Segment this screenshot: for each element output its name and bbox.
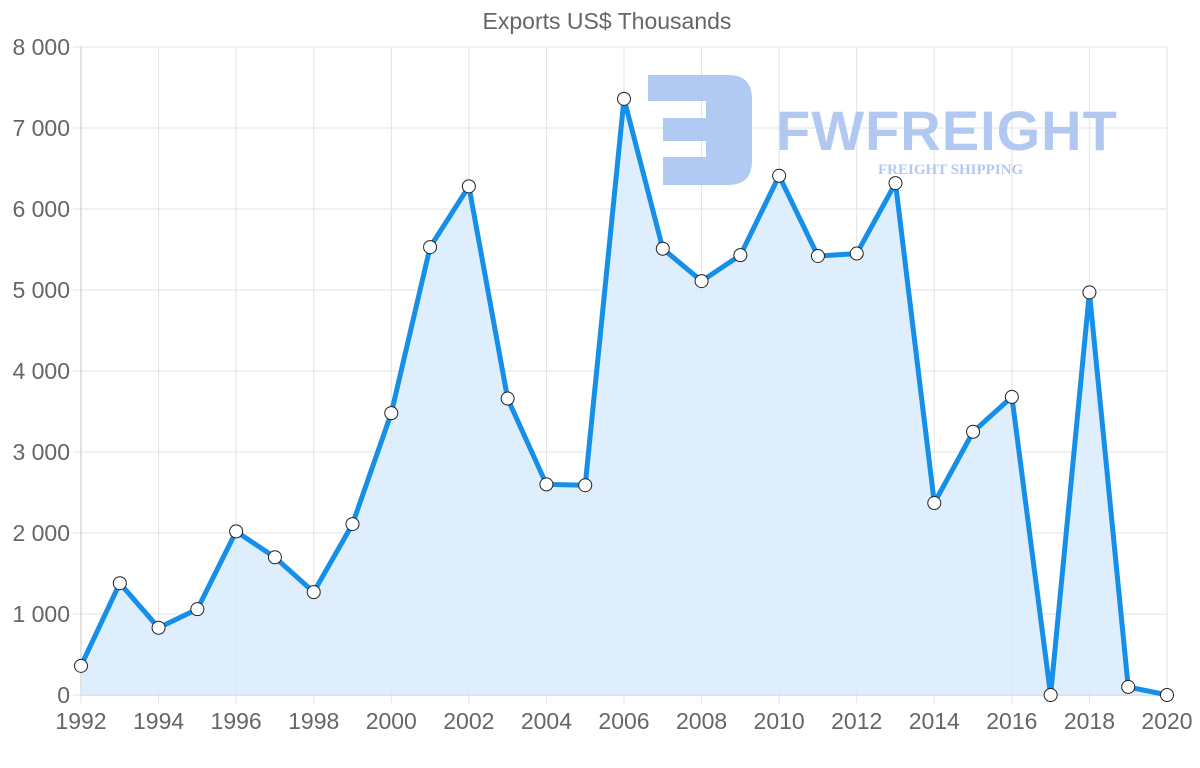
x-tick-label: 2006 <box>598 708 649 734</box>
data-point-2010[interactable] <box>772 168 787 183</box>
data-point-2016[interactable] <box>1004 389 1019 404</box>
area-fill <box>81 98 1167 696</box>
data-point-2017[interactable] <box>1043 688 1058 702</box>
data-point-2006[interactable] <box>617 91 631 106</box>
data-point-1999[interactable] <box>345 517 360 532</box>
y-axis: 0 1 000 2 000 3 000 4 000 5 000 6 000 7 000 8 00… <box>12 34 70 708</box>
data-point-2015[interactable] <box>966 424 981 439</box>
x-axis: 1992 1994 1996 1998 2000 2002 2004 2006 2008 2010… <box>55 708 1192 734</box>
data-point-1995[interactable] <box>190 602 205 617</box>
y-tick-label: 1 000 <box>12 601 70 627</box>
data-point-2007[interactable] <box>655 241 670 256</box>
data-point-2014[interactable] <box>927 496 942 511</box>
data-point-2018[interactable] <box>1082 285 1097 300</box>
data-point-2002[interactable] <box>461 179 476 194</box>
x-tick-label: 2008 <box>676 708 727 734</box>
y-tick-label: 8 000 <box>12 34 70 60</box>
x-tick-label: 2018 <box>1064 708 1115 734</box>
data-point-2001[interactable] <box>423 240 438 255</box>
data-point-2000[interactable] <box>384 406 399 421</box>
data-point-2012[interactable] <box>849 246 864 261</box>
x-tick-label: 2004 <box>521 708 572 734</box>
watermark-tagline: FREIGHT SHIPPING <box>878 162 1023 178</box>
x-tick-label: 2012 <box>831 708 882 734</box>
watermark-logo: FWFREIGHT FREIGHT SHIPPING <box>648 75 1118 185</box>
x-tick-label: 1996 <box>211 708 262 734</box>
y-tick-label: 6 000 <box>12 196 70 222</box>
data-point-2019[interactable] <box>1121 679 1136 694</box>
x-tick-label: 1998 <box>288 708 339 734</box>
data-point-1994[interactable] <box>151 620 166 635</box>
y-tick-label: 2 000 <box>12 520 70 546</box>
x-tick-label: 2016 <box>986 708 1037 734</box>
data-point-2020[interactable] <box>1160 688 1174 702</box>
data-point-1996[interactable] <box>229 524 244 539</box>
data-point-2004[interactable] <box>539 477 554 492</box>
data-point-1992[interactable] <box>74 658 88 673</box>
data-point-2009[interactable] <box>733 248 748 263</box>
x-tick-label: 2000 <box>366 708 417 734</box>
data-point-1998[interactable] <box>306 585 321 600</box>
data-point-2008[interactable] <box>694 274 709 289</box>
y-tick-label: 7 000 <box>12 115 70 141</box>
data-point-2005[interactable] <box>578 478 593 493</box>
logo-mark-icon <box>648 75 752 185</box>
x-tick-label: 2014 <box>909 708 960 734</box>
data-point-2013[interactable] <box>888 176 903 191</box>
data-point-2011[interactable] <box>810 248 825 263</box>
watermark-brand: FWFREIGHT <box>776 99 1118 162</box>
y-tick-label: 5 000 <box>12 277 70 303</box>
x-tick-label: 2002 <box>443 708 494 734</box>
y-tick-label: 3 000 <box>12 439 70 465</box>
x-tick-label: 1994 <box>133 708 184 734</box>
y-tick-label: 0 <box>57 682 70 708</box>
chart-title: Exports US$ Thousands <box>482 8 732 34</box>
data-point-1993[interactable] <box>112 576 127 591</box>
x-tick-label: 2010 <box>754 708 805 734</box>
data-point-2003[interactable] <box>500 391 515 406</box>
x-tick-label: 2020 <box>1141 708 1192 734</box>
x-tick-label: 1992 <box>55 708 106 734</box>
y-tick-label: 4 000 <box>12 358 70 384</box>
data-points <box>74 91 1174 702</box>
data-point-1997[interactable] <box>267 550 282 565</box>
